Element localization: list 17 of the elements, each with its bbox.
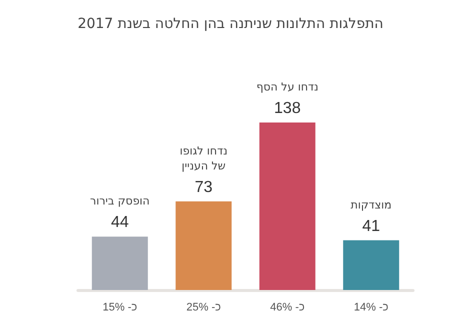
data-label: 41 [362,218,380,235]
x-tick-label: כ- 46% [270,302,305,314]
annotation: מוצדקות [350,198,392,212]
data-label: 44 [110,214,129,232]
bar [92,236,148,290]
data-label: 138 [274,100,301,118]
bar [343,240,400,290]
chart-title: התפלגות התלונות שניתנה בהן החלטה בשנת 2017 [78,16,384,32]
annotation: נדחו לגופו של העניין [180,144,228,172]
bar [259,122,316,290]
x-tick-label: כ- 25% [186,302,222,314]
x-tick-label: כ- 15% [102,302,138,314]
data-label: 73 [194,178,213,196]
annotation: נדחו על הסף [256,80,318,94]
bar [176,201,232,290]
annotation: הופסק בירור [90,194,150,208]
x-tick-label: כ- 14% [354,302,389,314]
